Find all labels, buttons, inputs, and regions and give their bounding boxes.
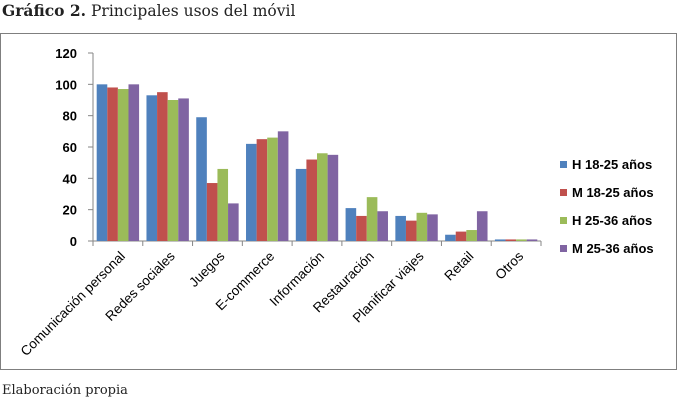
bar xyxy=(206,183,218,241)
bar xyxy=(317,153,328,241)
y-tick-label: 60 xyxy=(63,140,77,155)
bar xyxy=(128,84,140,241)
bar xyxy=(455,231,467,241)
y-tick-label: 20 xyxy=(63,203,77,218)
bar xyxy=(466,230,477,241)
category-label: Retail xyxy=(441,249,476,284)
bar xyxy=(96,84,108,241)
category-label: Juegos xyxy=(186,248,228,290)
legend: H 18-25 años M 18-25 años H 25-36 años M 25… xyxy=(560,157,654,256)
bar xyxy=(277,131,289,241)
category-label: Otros xyxy=(492,248,526,282)
y-tick-label: 40 xyxy=(63,171,77,186)
y-tick-label: 120 xyxy=(55,46,77,61)
bar xyxy=(267,137,278,241)
bar xyxy=(366,197,378,241)
bar xyxy=(327,154,339,241)
bar xyxy=(107,87,118,241)
bar xyxy=(505,239,517,241)
chart-caption-title: Gráfico 2. Principales usos del móvil xyxy=(2,1,295,20)
bar xyxy=(416,212,428,241)
y-tick-label: 100 xyxy=(55,77,77,92)
bars xyxy=(96,84,538,242)
bar xyxy=(377,211,388,241)
bar xyxy=(494,239,506,241)
bar xyxy=(427,214,438,241)
bar xyxy=(146,95,158,241)
bar xyxy=(196,117,207,241)
legend-label: M 18-25 años xyxy=(572,185,654,200)
bar xyxy=(228,203,239,241)
bar xyxy=(405,220,417,241)
bar xyxy=(395,215,406,241)
y-tick-label: 0 xyxy=(70,234,77,249)
legend-swatch xyxy=(560,217,567,224)
bar xyxy=(445,234,456,241)
bar xyxy=(246,143,257,241)
bar xyxy=(217,168,229,241)
bar xyxy=(356,215,367,241)
legend-swatch xyxy=(560,189,567,196)
bar xyxy=(117,89,129,242)
legend-label: H 18-25 años xyxy=(572,157,652,172)
legend-label: M 25-36 años xyxy=(572,241,654,256)
bar xyxy=(516,239,527,241)
bar xyxy=(295,168,307,241)
source-note: Elaboración propia xyxy=(2,383,128,398)
bar xyxy=(157,92,168,242)
caption-rest: Principales usos del móvil xyxy=(86,2,296,20)
bar xyxy=(526,239,538,241)
bar xyxy=(256,139,268,241)
bar xyxy=(476,211,488,241)
caption-lead: Gráfico 2. xyxy=(2,1,87,20)
bar xyxy=(167,100,179,241)
bar xyxy=(306,159,317,241)
legend-swatch xyxy=(560,161,567,168)
bar xyxy=(345,208,357,241)
legend-swatch xyxy=(560,245,567,252)
y-tick-label: 80 xyxy=(63,109,77,124)
legend-label: H 25-36 años xyxy=(572,213,652,228)
bar xyxy=(178,98,189,241)
